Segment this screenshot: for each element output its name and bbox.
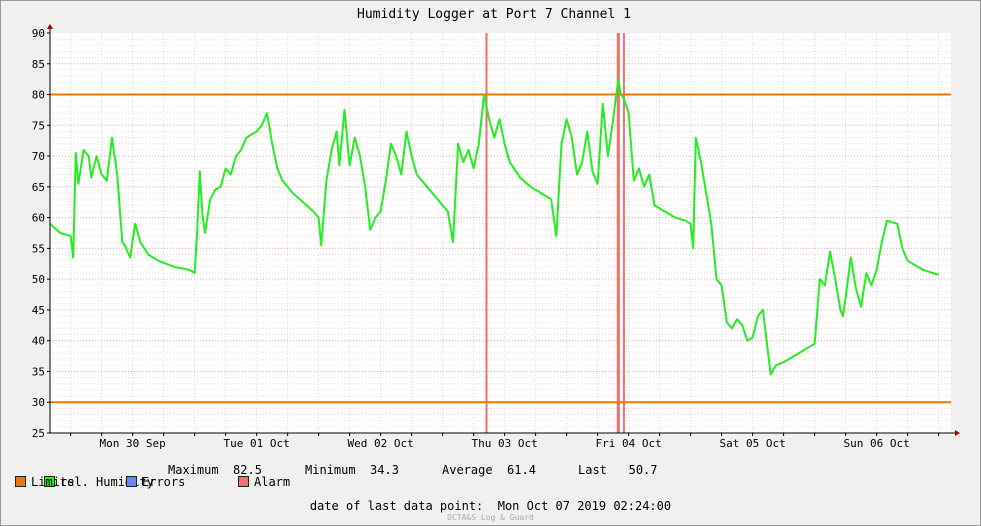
y-tick-label: 60 <box>32 212 45 225</box>
legend-errors-label: Errors <box>142 475 186 489</box>
alarm-band <box>485 33 488 433</box>
max-value: 82.5 <box>233 463 262 477</box>
y-axis-arrow <box>47 24 53 29</box>
watermark: OCTA&S Log & Guard <box>447 513 534 522</box>
y-tick-label: 75 <box>32 119 45 132</box>
y-tick-label: 40 <box>32 335 45 348</box>
alarm-band <box>616 33 620 433</box>
y-tick-label: 65 <box>32 181 45 194</box>
y-tick-label: 80 <box>32 89 45 102</box>
avg-label: Average <box>442 463 493 477</box>
y-tick-label: 25 <box>32 427 45 440</box>
legend-alarm-label: Alarm <box>254 475 291 489</box>
min-value: 34.3 <box>370 463 399 477</box>
series-layer <box>49 78 939 376</box>
last-point-label: date of last data point: <box>309 499 484 513</box>
legend-min: Minimum 34.3 <box>305 464 399 476</box>
x-tick-labels: Mon 30 Sep Tue 01 Oct Wed 02 Oct Thu 03 Oct… <box>70 433 940 450</box>
alarm-swatch <box>238 476 249 487</box>
legend-limits-label: Limits <box>31 475 75 489</box>
last-point-value: Mon Oct 07 2019 02:24:00 <box>497 499 672 513</box>
x-tick-label: Sun 06 Oct <box>843 437 909 450</box>
legend-alarm: Alarm <box>238 476 290 488</box>
x-tick-label: Sat 05 Oct <box>719 437 785 450</box>
humidity-swatch <box>43 476 55 487</box>
legend-last: Last 50.7 <box>578 464 658 476</box>
y-tick-labels: 25 30 35 40 45 50 55 60 65 70 75 80 85 90 <box>32 27 50 440</box>
alarm-bands <box>485 33 625 433</box>
x-tick-label: Tue 01 Oct <box>224 437 290 450</box>
y-tick-label: 35 <box>32 365 45 378</box>
plot-area <box>50 33 951 433</box>
legend-max: Maximum 82.5 <box>168 464 262 476</box>
legend-errors: Errors <box>126 476 185 488</box>
legend-humidity-label: rel. Humidity <box>59 475 154 489</box>
min-label: Minimum <box>305 463 356 477</box>
alarm-band <box>622 33 625 433</box>
grid <box>50 33 951 433</box>
last-label: Last <box>578 463 607 477</box>
legend-limits: Limits <box>15 476 74 488</box>
legend-avg: Average 61.4 <box>442 464 536 476</box>
series-line-humidity <box>49 78 939 376</box>
errors-swatch <box>126 476 137 487</box>
last-value: 50.7 <box>628 463 658 477</box>
x-tick-label: Fri 04 Oct <box>596 437 662 450</box>
limit-lines <box>50 93 951 404</box>
y-tick-label: 55 <box>32 242 45 255</box>
y-tick-label: 50 <box>32 273 45 286</box>
y-tick-label: 70 <box>32 150 45 163</box>
y-tick-label: 30 <box>32 396 45 409</box>
y-tick-label: 90 <box>32 27 45 40</box>
x-tick-label: Wed 02 Oct <box>348 437 414 450</box>
legend-row-1: rel. Humidity <box>15 464 154 500</box>
x-axis-arrow <box>955 430 960 436</box>
last-data-point: date of last data point: Mon Oct 07 2019… <box>0 500 981 512</box>
y-tick-label: 85 <box>32 58 45 71</box>
avg-value: 61.4 <box>507 463 536 477</box>
limits-swatch <box>15 476 26 487</box>
chart-title: Humidity Logger at Port 7 Channel 1 <box>357 7 631 22</box>
y-tick-label: 45 <box>32 304 45 317</box>
x-tick-label: Thu 03 Oct <box>472 437 538 450</box>
max-label: Maximum <box>168 463 219 477</box>
x-tick-label: Mon 30 Sep <box>100 437 166 450</box>
